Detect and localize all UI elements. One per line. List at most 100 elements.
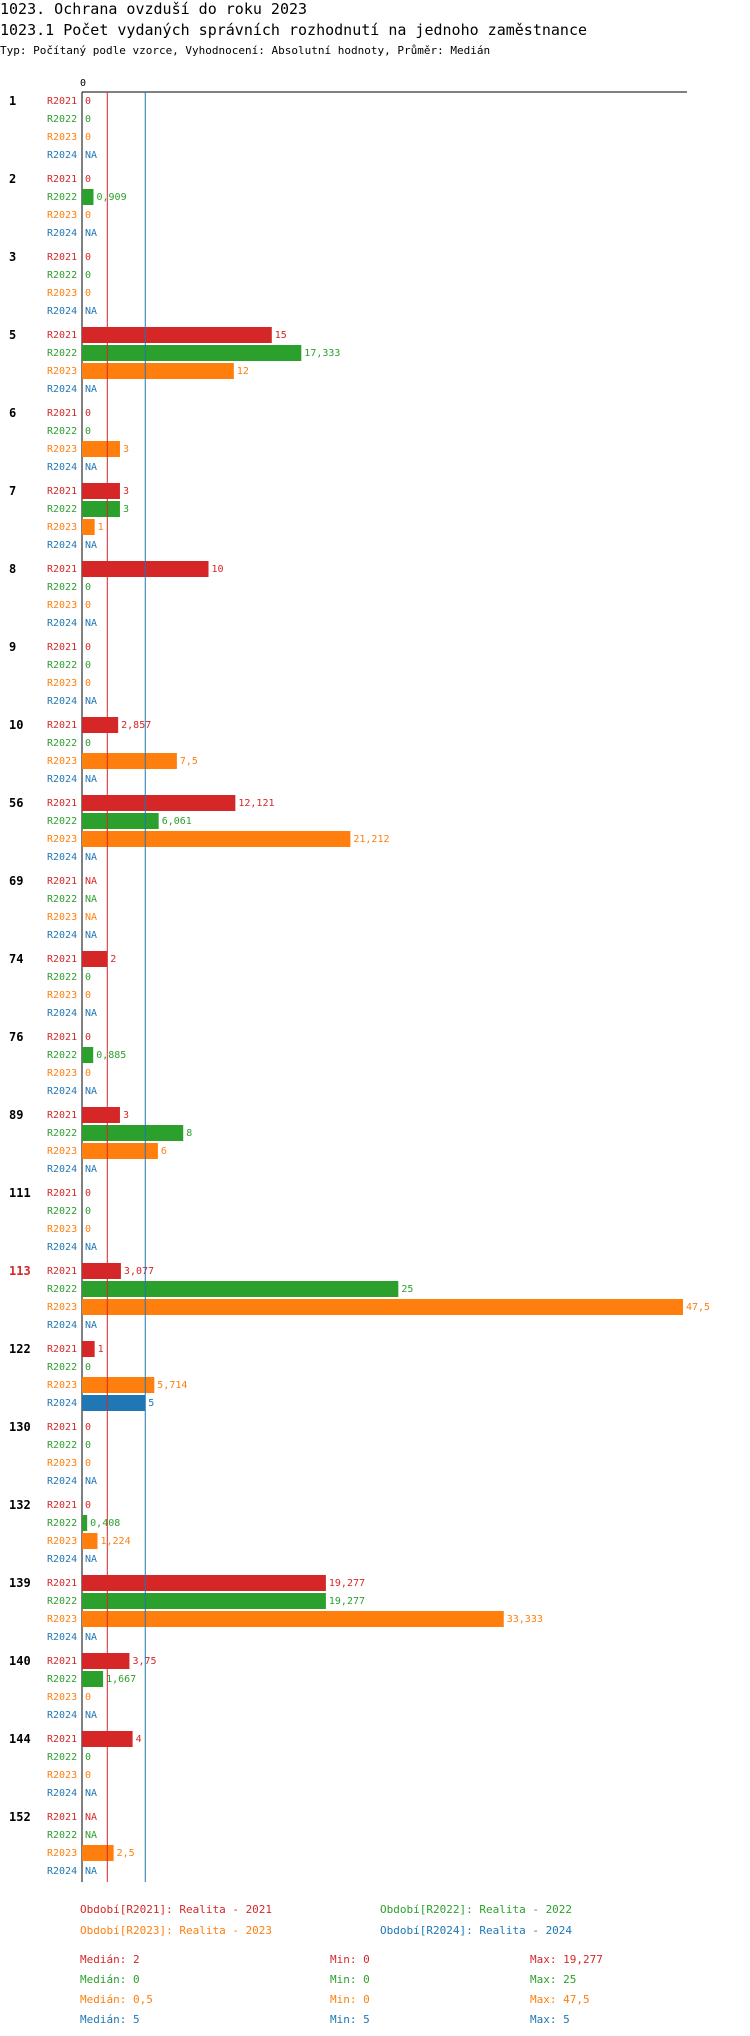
series-label: R2022: [47, 894, 77, 905]
series-label: R2021: [47, 330, 77, 341]
series-label: R2021: [47, 1032, 77, 1043]
series-label: R2022: [47, 1596, 77, 1607]
group-label: 122: [9, 1342, 31, 1356]
group-label: 144: [9, 1732, 31, 1746]
bar: [82, 441, 120, 457]
value-label: 2,5: [117, 1848, 135, 1859]
series-label: R2022: [47, 1362, 77, 1373]
series-label: R2022: [47, 1830, 77, 1841]
value-label: 0: [85, 96, 91, 107]
value-label: 6: [161, 1146, 167, 1157]
value-label: NA: [85, 384, 97, 395]
bar: [82, 519, 95, 535]
bar: [82, 327, 272, 343]
bar: [82, 1611, 504, 1627]
legend-item: Období[R2024]: Realita - 2024: [380, 1924, 573, 1937]
series-label: R2024: [47, 696, 77, 707]
series-label: R2022: [47, 738, 77, 749]
series-label: R2023: [47, 1380, 77, 1391]
value-label: NA: [85, 1554, 97, 1565]
bar: [82, 813, 159, 829]
series-label: R2022: [47, 1518, 77, 1529]
value-label: 0,408: [90, 1518, 120, 1529]
legend-item: Období[R2023]: Realita - 2023: [80, 1924, 273, 1937]
value-label: NA: [85, 930, 97, 941]
series-label: R2021: [47, 1500, 77, 1511]
bar: [82, 1377, 155, 1393]
series-label: R2022: [47, 1674, 77, 1685]
value-label: NA: [85, 618, 97, 629]
series-label: R2023: [47, 1068, 77, 1079]
value-label: NA: [85, 1242, 97, 1253]
value-label: NA: [85, 876, 97, 887]
group-label: 2: [9, 172, 16, 186]
value-label: 47,5: [686, 1302, 710, 1313]
series-label: R2024: [47, 462, 77, 473]
value-label: 1: [98, 522, 104, 533]
value-label: 3: [123, 504, 129, 515]
bar: [82, 483, 120, 499]
bar: [82, 1107, 120, 1123]
series-label: R2021: [47, 486, 77, 497]
value-label: 0: [85, 972, 91, 983]
bar: [82, 1671, 104, 1687]
series-label: R2023: [47, 1848, 77, 1859]
series-label: R2023: [47, 1224, 77, 1235]
value-label: NA: [85, 306, 97, 317]
bar: [82, 717, 119, 733]
value-label: 0: [85, 408, 91, 419]
group-label: 1: [9, 94, 16, 108]
value-label: 0: [85, 582, 91, 593]
series-label: R2024: [47, 1866, 77, 1877]
series-label: R2023: [47, 366, 77, 377]
value-label: 0: [85, 660, 91, 671]
group-label: 76: [9, 1030, 23, 1044]
bar: [82, 1515, 88, 1531]
series-label: R2021: [47, 564, 77, 575]
value-label: 0: [85, 1440, 91, 1451]
value-label: NA: [85, 894, 97, 905]
series-label: R2022: [47, 1128, 77, 1139]
series-label: R2024: [47, 1398, 77, 1409]
value-label: 21,212: [353, 834, 389, 845]
bar: [82, 1299, 683, 1315]
series-label: R2021: [47, 1266, 77, 1277]
series-label: R2024: [47, 306, 77, 317]
series-label: R2022: [47, 1206, 77, 1217]
value-label: NA: [85, 540, 97, 551]
value-label: 4: [136, 1734, 142, 1745]
series-label: R2023: [47, 912, 77, 923]
value-label: 0: [85, 210, 91, 221]
value-label: 0: [85, 1068, 91, 1079]
group-label: 5: [9, 328, 16, 342]
series-label: R2024: [47, 774, 77, 785]
series-label: R2023: [47, 600, 77, 611]
value-label: NA: [85, 852, 97, 863]
series-label: R2022: [47, 1284, 77, 1295]
stat-median: Medián: 0: [80, 1973, 140, 1986]
value-label: NA: [85, 1710, 97, 1721]
series-label: R2021: [47, 1344, 77, 1355]
value-label: 0: [85, 1188, 91, 1199]
group-label: 56: [9, 796, 23, 810]
series-label: R2024: [47, 1710, 77, 1721]
bar: [82, 1533, 98, 1549]
value-label: 12,121: [238, 798, 274, 809]
bar: [82, 363, 234, 379]
stat-max: Max: 47,5: [530, 1993, 590, 2006]
stat-median: Medián: 5: [80, 2013, 140, 2026]
series-label: R2023: [47, 1770, 77, 1781]
value-label: 0: [85, 288, 91, 299]
value-label: 19,277: [329, 1596, 365, 1607]
series-label: R2021: [47, 1812, 77, 1823]
series-label: R2021: [47, 642, 77, 653]
group-label: 152: [9, 1810, 31, 1824]
series-label: R2023: [47, 288, 77, 299]
value-label: 1,224: [100, 1536, 130, 1547]
stat-median: Medián: 0,5: [80, 1993, 153, 2006]
series-label: R2022: [47, 192, 77, 203]
series-label: R2021: [47, 876, 77, 887]
series-label: R2022: [47, 816, 77, 827]
group-label: 69: [9, 874, 23, 888]
value-label: 19,277: [329, 1578, 365, 1589]
